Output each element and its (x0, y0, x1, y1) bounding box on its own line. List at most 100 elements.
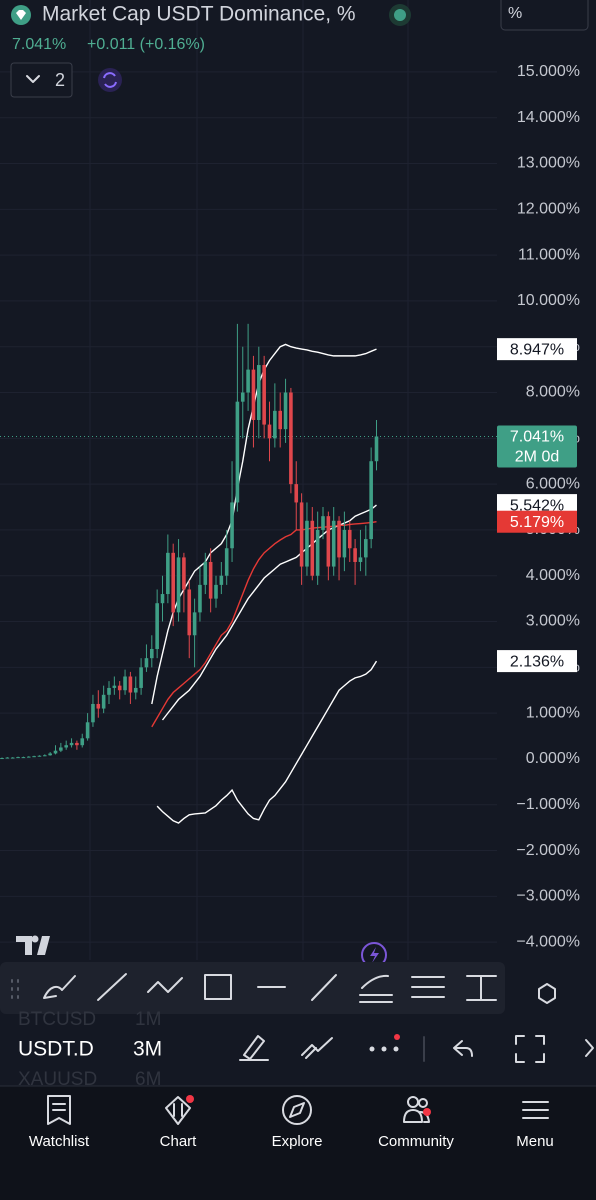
y-tick-label: 14.000% (517, 109, 580, 126)
indicators-toggle[interactable] (10, 62, 73, 98)
trend-line-tool[interactable] (97, 973, 127, 1001)
last-price-label: 7.041% (510, 429, 564, 446)
candle-body (219, 575, 224, 585)
undo-icon[interactable] (453, 1040, 473, 1057)
candle-body (59, 747, 63, 751)
ray-tool[interactable] (311, 974, 337, 1001)
candle-body (112, 685, 117, 688)
candle-body (262, 365, 266, 425)
candle-body (257, 365, 261, 420)
brush-tool[interactable] (43, 975, 76, 999)
indicators-icon[interactable] (301, 1037, 333, 1059)
candle-body (96, 703, 101, 709)
nav-label[interactable]: Community (378, 1133, 454, 1150)
price-label-box (497, 510, 577, 533)
fib-tool[interactable] (359, 974, 393, 1003)
community-badge (423, 1108, 431, 1116)
interval-faded[interactable]: 1M (135, 1009, 161, 1030)
candle-body (369, 461, 373, 540)
draw-icon[interactable] (239, 1035, 269, 1061)
chart-icon[interactable] (165, 1096, 191, 1125)
logo (16, 936, 50, 955)
candle-body (85, 722, 90, 739)
y-tick-label: 3.000% (526, 613, 580, 630)
candle-body (203, 561, 208, 585)
nav-label[interactable]: Chart (160, 1133, 198, 1150)
rect-tool[interactable] (204, 974, 232, 1000)
indicator-line (156, 660, 378, 824)
scale-label: % (508, 5, 522, 22)
candle-body (353, 548, 357, 562)
candle-body (331, 520, 336, 567)
y-tick-label: −4.000% (516, 933, 580, 950)
symbol-faded[interactable]: XAUUSD (18, 1069, 97, 1090)
candle-body (150, 649, 154, 659)
interval-faded[interactable]: 6M (135, 1069, 161, 1090)
candle-body (299, 502, 304, 567)
price-label: 5.179% (510, 514, 564, 531)
explore-icon[interactable] (282, 1095, 312, 1125)
candle-body (21, 757, 26, 759)
notify-dot (394, 1034, 400, 1040)
candle-body (337, 520, 341, 558)
nav-label[interactable]: Menu (516, 1133, 554, 1150)
nav-label[interactable]: Watchlist (29, 1133, 90, 1150)
symbol[interactable]: USDT.D (18, 1038, 94, 1061)
candle-body (10, 757, 15, 759)
interval[interactable]: 3M (133, 1038, 162, 1061)
y-tick-label: 1.000% (526, 704, 580, 721)
nav-label[interactable]: Explore (272, 1133, 323, 1150)
toolbar-icons (11, 973, 497, 1003)
candle-body (326, 516, 331, 567)
y-tick-label: 15.000% (517, 63, 580, 80)
candle-body (128, 676, 133, 693)
candle-body (358, 557, 363, 562)
drag-handle[interactable] (11, 979, 19, 999)
refresh-icon (103, 72, 117, 88)
y-tick-label: 6.000% (526, 475, 580, 492)
menu-icon[interactable] (522, 1101, 549, 1119)
candle-body (117, 685, 122, 691)
candle-body (91, 703, 95, 723)
price: 7.041% (12, 36, 66, 53)
y-tick-label: 8.000% (526, 384, 580, 401)
candle-body (347, 529, 352, 549)
channel-tool[interactable] (411, 976, 445, 998)
y-tick-label: 4.000% (526, 567, 580, 584)
candle-body (43, 755, 47, 757)
candle-body (160, 594, 165, 604)
candle-body (305, 520, 309, 567)
nav-icons (47, 1095, 549, 1125)
y-tick-label: 11.000% (518, 246, 580, 263)
candle-body (101, 694, 106, 709)
y-tick-label: 0.000% (526, 750, 580, 767)
candle-body (235, 401, 240, 503)
symbol-faded[interactable]: BTCUSD (18, 1009, 96, 1030)
watchlist-icon[interactable] (47, 1095, 71, 1125)
price-label: 2.136% (510, 653, 564, 670)
fullscreen-icon[interactable] (515, 1035, 545, 1063)
indicators-count: 2 (55, 70, 65, 90)
candle-body (342, 529, 347, 558)
candle-body (144, 658, 149, 668)
y-tick-label: −3.000% (516, 888, 580, 905)
price-label: 8.947% (510, 341, 564, 358)
candle-body (310, 520, 315, 576)
measure-tool[interactable] (466, 975, 497, 1001)
scale-button[interactable] (500, 0, 589, 31)
candle-body (80, 738, 85, 746)
explore-needle (289, 1102, 305, 1118)
candle-body (251, 369, 256, 420)
candle-body (16, 757, 20, 759)
title[interactable]: Market Cap USDT Dominance, % (42, 3, 356, 26)
refresh-bg[interactable] (98, 68, 122, 92)
candle-body (192, 612, 197, 636)
settings-icon[interactable] (538, 983, 556, 1004)
candle-body (133, 687, 138, 693)
path-tool[interactable] (147, 977, 183, 993)
candle-body (48, 753, 52, 756)
price-label-box (497, 338, 577, 361)
candle-body (182, 557, 186, 590)
more-arrow[interactable] (585, 1039, 594, 1057)
